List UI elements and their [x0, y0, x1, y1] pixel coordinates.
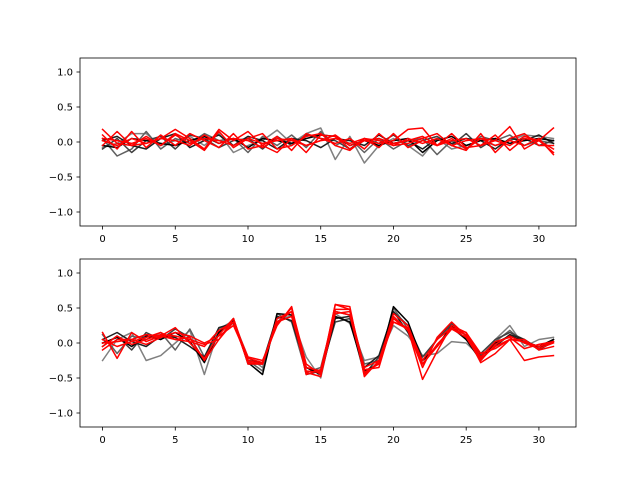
y-tick-label: 1.0: [57, 269, 73, 280]
x-tick-label: 30: [533, 435, 546, 446]
x-tick-label: 0: [99, 435, 105, 446]
y-tick-label: 1.0: [57, 68, 73, 79]
series-line-10: [101, 134, 555, 151]
x-tick-label: 5: [172, 234, 178, 245]
x-tick-label: 5: [172, 435, 178, 446]
x-tick-label: 30: [533, 234, 546, 245]
y-tick-label: 0.0: [57, 138, 73, 149]
x-tick-label: 15: [314, 435, 327, 446]
series-line-9: [101, 134, 555, 156]
x-tick-label: 10: [242, 234, 255, 245]
series-line-7: [101, 130, 555, 154]
top-subplot: 0 5 10 15 20 25 30 −1.0 −0.5 0.0 0.5 1.0: [49, 57, 577, 245]
series-line-9: [101, 310, 555, 374]
y-tick-label: 0.0: [57, 339, 73, 350]
x-tick-label: 0: [99, 234, 105, 245]
bottom-subplot: 0 5 10 15 20 25 30 −1.0 −0.5 0.0 0.5 1.0: [49, 258, 577, 446]
y-tick-label: −1.0: [49, 409, 73, 420]
x-tick-label: 20: [387, 435, 400, 446]
series-line-10: [101, 310, 555, 378]
x-tick-label: 25: [460, 435, 473, 446]
series-group: [101, 125, 555, 164]
y-tick-label: −1.0: [49, 208, 73, 219]
series-group: [101, 303, 555, 381]
y-tick-label: −0.5: [49, 374, 73, 385]
series-line-6: [101, 125, 555, 154]
y-tick-label: −0.5: [49, 173, 73, 184]
x-tick-label: 25: [460, 234, 473, 245]
y-tick-label: 0.5: [57, 103, 73, 114]
x-tick-label: 15: [314, 234, 327, 245]
y-tick-label: 0.5: [57, 304, 73, 315]
x-tick-label: 20: [387, 234, 400, 245]
x-tick-label: 10: [242, 435, 255, 446]
